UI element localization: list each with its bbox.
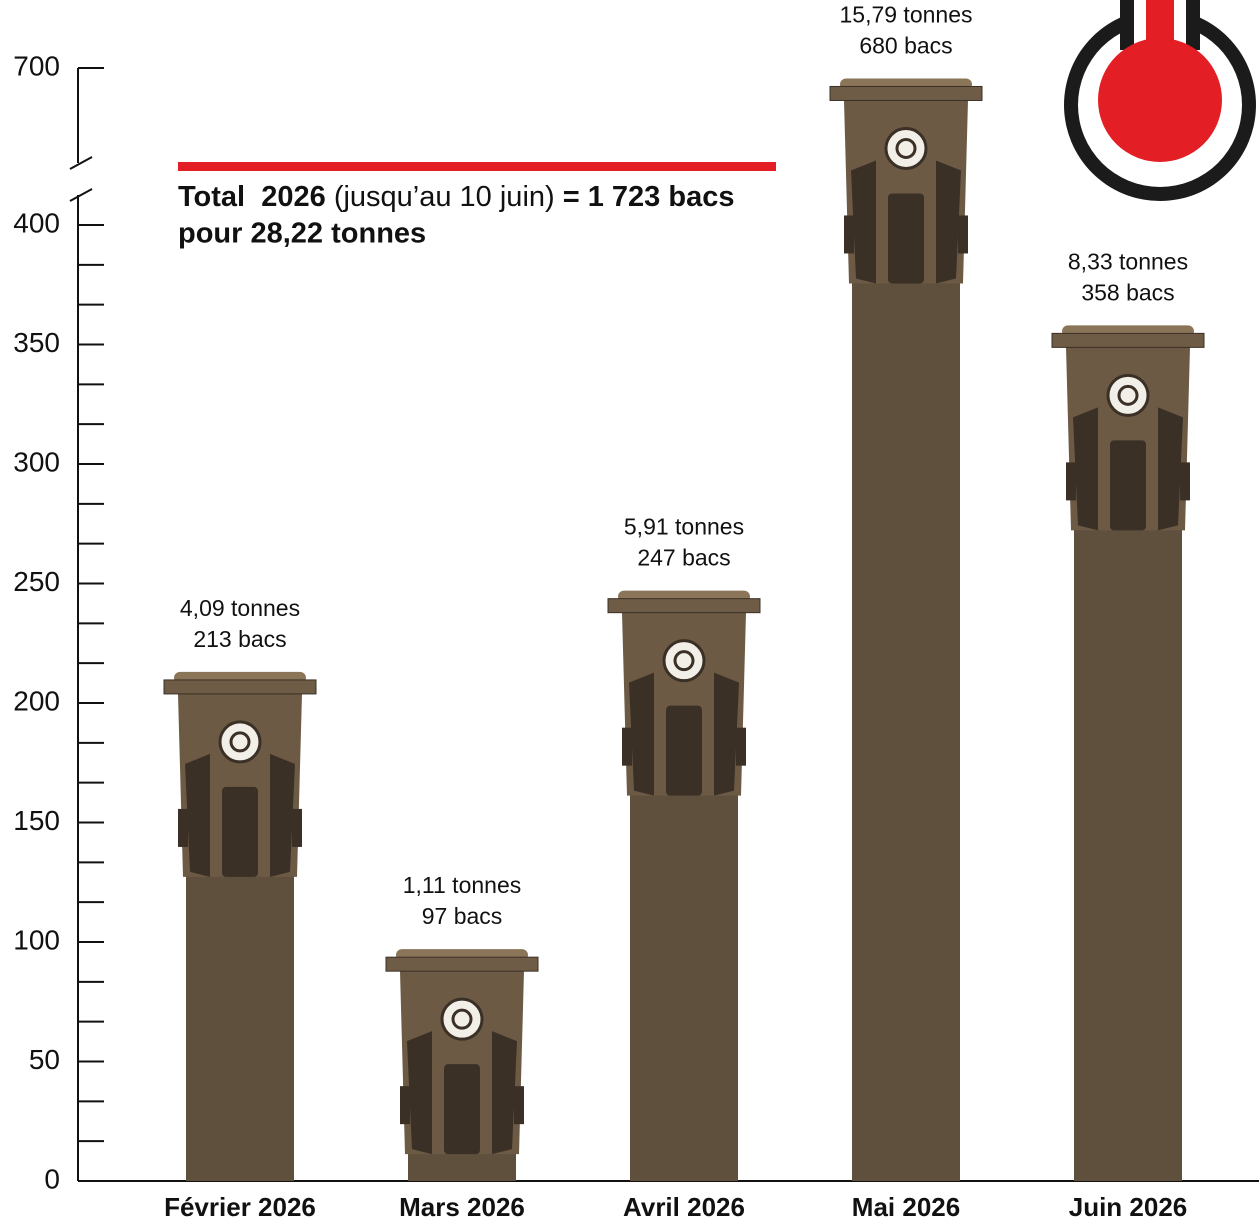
bin-handle xyxy=(888,193,924,283)
bin-wheel xyxy=(844,215,854,253)
bin-logo xyxy=(886,128,926,168)
axis-break xyxy=(70,157,92,169)
y-tick-label: 300 xyxy=(13,446,60,477)
annotation-part: Total 2026 xyxy=(178,181,326,213)
y-tick-label: 250 xyxy=(13,566,60,597)
value-label: 8,33 tonnes xyxy=(1068,248,1188,274)
bin-lid xyxy=(1052,333,1204,347)
bin-wheel xyxy=(958,215,968,253)
value-label: 247 bacs xyxy=(637,545,730,571)
bin-bar xyxy=(830,78,982,1181)
bin-handle xyxy=(222,787,258,877)
thermometer-icon xyxy=(1064,0,1256,201)
annotation: Total 2026 (jusqu’au 10 juin) = 1 723 ba… xyxy=(178,181,734,213)
axis-break xyxy=(70,189,92,201)
bin-bar xyxy=(386,949,538,1181)
bin-wheel xyxy=(736,728,746,766)
bin-handle xyxy=(666,706,702,796)
bin-handle xyxy=(1110,440,1146,530)
bin-lid xyxy=(830,86,982,100)
bin-bar xyxy=(164,672,316,1181)
value-label: 680 bacs xyxy=(859,33,952,59)
value-label: 5,91 tonnes xyxy=(624,514,744,540)
x-tick-label: Février 2026 xyxy=(164,1192,316,1222)
x-tick-label: Avril 2026 xyxy=(623,1192,745,1222)
y-tick-label: 700 xyxy=(13,50,60,81)
bin-logo xyxy=(220,722,260,762)
x-tick-label: Juin 2026 xyxy=(1069,1192,1188,1222)
bin-logo xyxy=(442,999,482,1039)
value-label: 15,79 tonnes xyxy=(839,2,972,28)
bin-wheel xyxy=(400,1086,410,1124)
bin-logo xyxy=(664,641,704,681)
bin-wheel xyxy=(622,728,632,766)
value-label: 213 bacs xyxy=(193,626,286,652)
value-label: 1,11 tonnes xyxy=(403,872,522,898)
page: Total 2026 (jusqu’au 10 juin) = 1 723 ba… xyxy=(0,0,1259,1223)
bin-logo xyxy=(1108,375,1148,415)
y-tick-label: 0 xyxy=(44,1163,60,1194)
value-label: 358 bacs xyxy=(1081,279,1174,305)
annotation: pour 28,22 tonnes xyxy=(178,218,426,250)
bin-lid xyxy=(386,957,538,971)
bin-bar xyxy=(1052,325,1204,1181)
bin-wheel xyxy=(1066,462,1076,500)
x-tick-label: Mars 2026 xyxy=(399,1192,525,1222)
bin-wheel xyxy=(292,809,302,847)
y-tick-label: 400 xyxy=(13,207,60,238)
value-label: 97 bacs xyxy=(422,903,503,929)
x-tick-label: Mai 2026 xyxy=(852,1192,960,1222)
y-tick-label: 350 xyxy=(13,327,60,358)
bin-lid xyxy=(164,680,316,694)
y-tick-label: 200 xyxy=(13,685,60,716)
annotation-part: (jusqu’au 10 juin) xyxy=(334,181,555,213)
y-tick-label: 50 xyxy=(29,1044,60,1075)
bin-wheel xyxy=(178,809,188,847)
bin-wheel xyxy=(514,1086,524,1124)
y-tick-label: 100 xyxy=(13,924,60,955)
value-label: 4,09 tonnes xyxy=(180,595,300,621)
bin-lid xyxy=(608,599,760,613)
chart: Total 2026 (jusqu’au 10 juin) = 1 723 ba… xyxy=(0,0,1259,1223)
annotation-rule xyxy=(178,162,776,171)
bin-bar xyxy=(608,591,760,1181)
annotation-part: = 1 723 bacs xyxy=(563,181,735,213)
bin-handle xyxy=(444,1064,480,1154)
bin-wheel xyxy=(1180,462,1190,500)
y-tick-label: 150 xyxy=(13,805,60,836)
